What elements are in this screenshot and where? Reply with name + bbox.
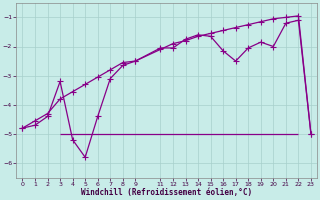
X-axis label: Windchill (Refroidissement éolien,°C): Windchill (Refroidissement éolien,°C) [81, 188, 252, 197]
